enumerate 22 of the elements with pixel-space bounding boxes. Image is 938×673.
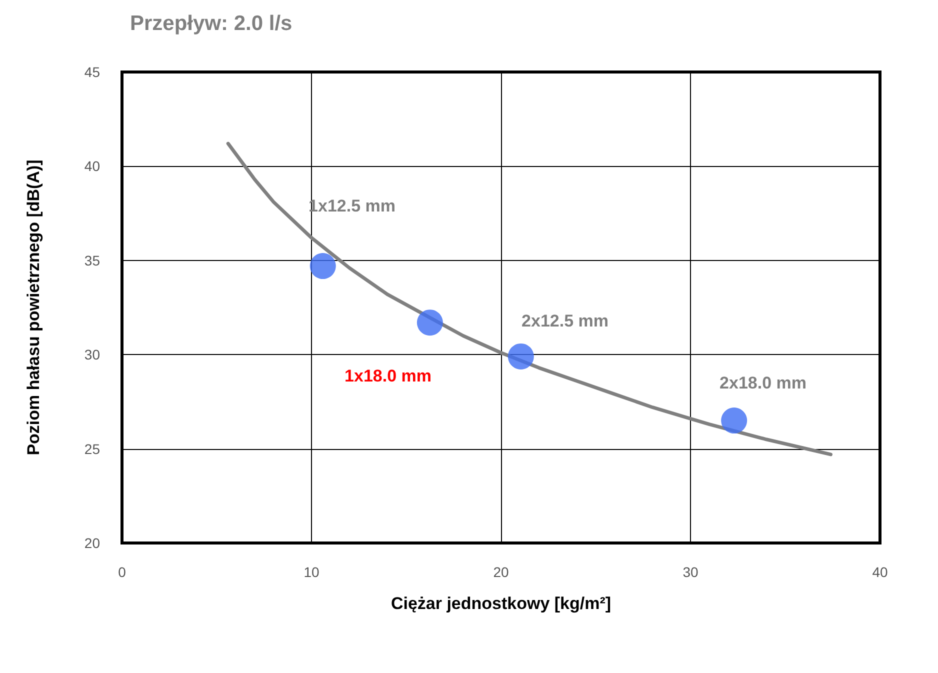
x-tick-label: 30: [682, 564, 698, 580]
x-tick-label: 0: [118, 564, 126, 580]
annotation: 2x12.5 mm: [522, 312, 608, 330]
x-tick-label: 40: [872, 564, 888, 580]
line-series: [226, 142, 832, 456]
chart-title: Przepływ: 2.0 l/s: [130, 12, 292, 35]
y-tick-label: 45: [84, 64, 100, 80]
annotation: 1x18.0 mm: [344, 366, 432, 386]
annotation: 2x18.0 mm: [720, 374, 806, 392]
y-tick-label: 40: [84, 158, 100, 174]
y-tick-label: 35: [84, 252, 100, 268]
y-tick-label: 30: [84, 346, 100, 363]
x-tick-label: 10: [304, 564, 320, 580]
point: [416, 310, 443, 336]
point: [721, 408, 748, 434]
y-axis-title: Poziom hałasu powietrznego [dB(A)]: [24, 160, 43, 456]
point: [508, 343, 534, 370]
y-tick-label: 25: [84, 440, 100, 457]
point: [310, 253, 336, 280]
y-tick-label: 20: [84, 535, 100, 551]
x-tick-label: 20: [493, 564, 509, 580]
x-axis-title: Ciężar jednostkowy [kg/m²]: [390, 594, 612, 613]
